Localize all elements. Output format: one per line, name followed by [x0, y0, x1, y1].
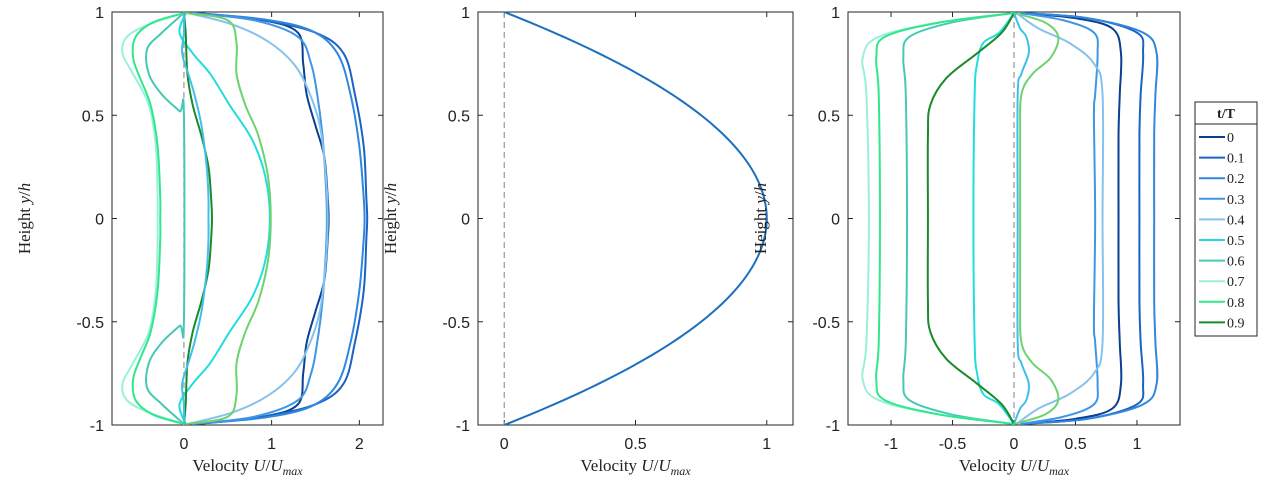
legend-title: t/T: [1217, 107, 1236, 122]
series-line-7: [121, 12, 185, 425]
series-line-10: [185, 12, 272, 425]
series-line-1: [192, 12, 369, 425]
y-tick-label: -0.5: [442, 315, 470, 332]
y-tick-label: 1: [461, 5, 470, 22]
series-line-8: [131, 12, 185, 425]
legend-entry-label: 0: [1227, 131, 1234, 146]
chart-panel-middle: -1 -0.5 0 0.5 1 0 0.5 1 Velocity U/Umax Height y/…: [381, 5, 794, 478]
series-line-0: [1020, 12, 1123, 425]
y-tick-label: -1: [826, 418, 840, 435]
x-tick-label: 0: [500, 436, 509, 453]
x-tick-label: 1: [1133, 436, 1142, 453]
x-tick-label: 1: [267, 436, 276, 453]
x-tick-label: 0: [179, 436, 188, 453]
y-tick-label: -1: [456, 418, 470, 435]
series-line-3: [1019, 12, 1099, 425]
series-line-2: [192, 12, 366, 425]
series-line-11: [1013, 12, 1030, 425]
legend-entry-label: 0.9: [1227, 316, 1245, 331]
chart-panel-right: -1 -0.5 0 0.5 1 -1 -0.5 0 0.5 1 Velocity U/Umax Hei…: [751, 5, 1181, 478]
series-line-10: [1013, 12, 1060, 425]
legend-entry-label: 0.2: [1227, 172, 1245, 187]
x-axis-label-1: Velocity U/Umax: [580, 456, 691, 478]
legend-entry-label: 0.7: [1227, 275, 1245, 290]
y-tick-label: 0.5: [448, 108, 470, 125]
y-axis-label-1: Height y/h: [381, 183, 400, 254]
series-line-6: [902, 12, 1015, 425]
series-line-6: [145, 12, 186, 425]
y-tick-label: 0: [461, 212, 470, 229]
legend-entry-label: 0.4: [1227, 213, 1245, 228]
series-line-1: [1020, 12, 1145, 425]
x-tick-label: -1: [884, 436, 898, 453]
legend: t/T 0 0.1 0.2 0.3 0.4 0.5 0.6 0.7 0.8 0.9: [1194, 101, 1258, 337]
x-tick-label: -0.5: [939, 436, 967, 453]
x-axis-label-2: Velocity U/Umax: [959, 456, 1070, 478]
x-tick-label: 2: [355, 436, 364, 453]
x-tick-label: 1: [762, 436, 771, 453]
y-tick-label: 1: [95, 5, 104, 22]
legend-entry-label: 0.6: [1227, 255, 1245, 270]
y-tick-label: -1: [90, 418, 104, 435]
legend-entry-label: 0.3: [1227, 193, 1245, 208]
x-axis-label-0: Velocity U/Umax: [192, 456, 303, 478]
series-line-9: [926, 12, 1015, 425]
y-tick-label: 0.5: [82, 108, 104, 125]
series-line-4: [188, 12, 329, 425]
x-tick-label: 0.5: [1064, 436, 1086, 453]
series-line-9: [182, 12, 213, 425]
y-tick-label: 0.5: [818, 108, 840, 125]
x-tick-label: 0: [1010, 436, 1019, 453]
x-tick-label: 0.5: [624, 436, 646, 453]
series-line-0: [503, 11, 768, 426]
series-line-4: [1015, 12, 1105, 425]
legend-entry-label: 0.1: [1227, 152, 1245, 167]
y-tick-label: 0: [95, 212, 104, 229]
y-tick-label: 1: [831, 5, 840, 22]
plot-area-0: [111, 11, 384, 426]
series-line-8: [875, 12, 1015, 425]
plot-area-1: [477, 11, 794, 426]
legend-entry-label: 0.5: [1227, 234, 1245, 249]
series-line-7: [861, 12, 1015, 425]
legend-entry-label: 0.8: [1227, 296, 1245, 311]
y-tick-label: -0.5: [812, 315, 840, 332]
y-tick-label: 0: [831, 212, 840, 229]
y-axis-label-2: Height y/h: [751, 183, 770, 254]
y-tick-label: -0.5: [76, 315, 104, 332]
series-line-5: [972, 12, 1015, 425]
chart-panel-left: -1 -0.5 0 0.5 1 0 1 2 Velocity U/Umax Height y/h: [15, 5, 384, 478]
series-line-11: [181, 13, 210, 424]
y-axis-label-0: Height y/h: [15, 183, 34, 254]
series-line-2: [1020, 12, 1159, 425]
